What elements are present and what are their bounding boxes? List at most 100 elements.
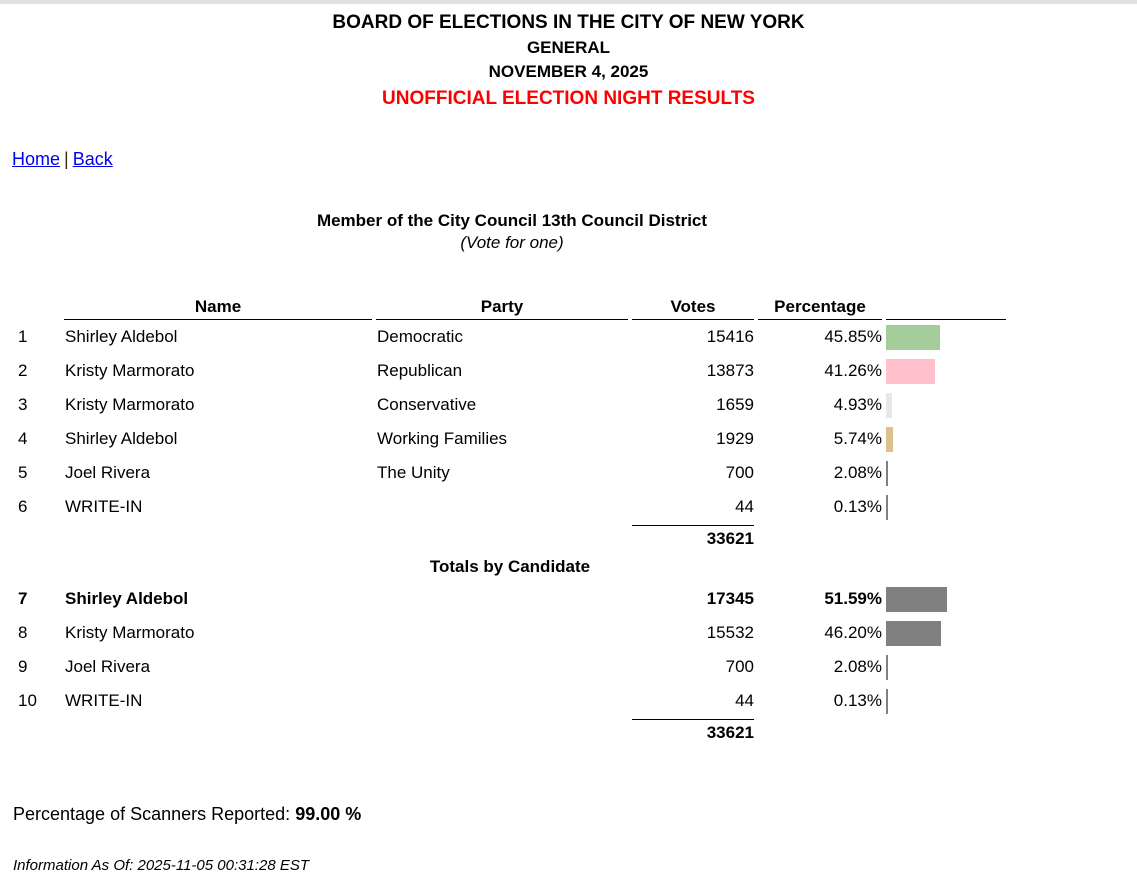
- nav-links: Home | Back: [12, 149, 1137, 170]
- cell-rank: 8: [18, 623, 28, 642]
- cell-name: Shirley Aldebol: [65, 589, 189, 608]
- cell-bar: [886, 688, 1006, 714]
- subtotal-row: 33621: [10, 524, 1010, 552]
- cell-name: Shirley Aldebol: [65, 429, 178, 448]
- vote-for-instruction: (Vote for one): [460, 233, 564, 252]
- result-bar: [886, 620, 941, 646]
- election-type: GENERAL: [526, 38, 611, 57]
- result-bar: [886, 426, 893, 452]
- table-row: 8 Kristy Marmorato 15532 46.20%: [10, 616, 1010, 650]
- cell-name: Kristy Marmorato: [65, 623, 195, 642]
- subtotal-votes: 33621: [632, 524, 754, 552]
- cell-bar: [886, 392, 1006, 418]
- cell-percentage: 46.20%: [824, 623, 882, 642]
- back-link[interactable]: Back: [72, 149, 113, 169]
- party-rows-section: 1 Shirley Aldebol Democratic 15416 45.85…: [10, 320, 1010, 524]
- scanners-reported-label: Percentage of Scanners Reported:: [13, 804, 296, 824]
- contest-header: Member of the City Council 13th Council …: [0, 210, 1024, 254]
- contest-title: Member of the City Council 13th Council …: [316, 211, 708, 230]
- cell-votes: 13873: [706, 361, 754, 380]
- result-bar: [886, 494, 888, 520]
- result-bar: [886, 392, 892, 418]
- table-row: 2 Kristy Marmorato Republican 13873 41.2…: [10, 354, 1010, 388]
- cell-rank: 4: [18, 429, 28, 448]
- cell-votes: 1659: [716, 395, 754, 414]
- column-header-percentage: Percentage: [758, 297, 882, 320]
- table-row: 5 Joel Rivera The Unity 700 2.08%: [10, 456, 1010, 490]
- cell-votes: 700: [725, 657, 754, 676]
- grand-total-votes: 33621: [632, 718, 754, 746]
- table-row: 3 Kristy Marmorato Conservative 1659 4.9…: [10, 388, 1010, 422]
- cell-percentage: 4.93%: [833, 395, 882, 414]
- cell-party: Republican: [377, 361, 463, 380]
- cell-name: Joel Rivera: [65, 463, 151, 482]
- cell-bar: [886, 324, 1006, 350]
- cell-rank: 3: [18, 395, 28, 414]
- cell-bar: [886, 620, 1006, 646]
- info-as-of: Information As Of: 2025-11-05 00:31:28 E…: [13, 857, 310, 874]
- cell-party: The Unity: [377, 463, 450, 482]
- cell-rank: 9: [18, 657, 28, 676]
- nav-separator: |: [64, 149, 69, 169]
- table-row: 9 Joel Rivera 700 2.08%: [10, 650, 1010, 684]
- cell-percentage: 2.08%: [833, 463, 882, 482]
- result-bar: [886, 358, 935, 384]
- unofficial-results-banner: UNOFFICIAL ELECTION NIGHT RESULTS: [382, 88, 755, 109]
- home-link[interactable]: Home: [12, 149, 61, 169]
- result-bar: [886, 586, 947, 612]
- cell-percentage: 45.85%: [824, 327, 882, 346]
- cell-votes: 1929: [716, 429, 754, 448]
- cell-party: Working Families: [377, 429, 508, 448]
- column-header-bar: [886, 317, 1006, 320]
- cell-bar: [886, 586, 1006, 612]
- cell-rank: 6: [18, 497, 28, 516]
- cell-rank: 7: [18, 589, 28, 608]
- cell-percentage: 0.13%: [833, 497, 882, 516]
- cell-percentage: 41.26%: [824, 361, 882, 380]
- board-title: BOARD OF ELECTIONS IN THE CITY OF NEW YO…: [332, 12, 805, 33]
- scanners-reported-value: 99.00 %: [295, 804, 362, 824]
- cell-bar: [886, 358, 1006, 384]
- cell-name: Joel Rivera: [65, 657, 151, 676]
- cell-name: WRITE-IN: [65, 691, 143, 710]
- cell-votes: 15532: [706, 623, 754, 642]
- result-bar: [886, 324, 941, 350]
- totals-by-candidate-label: Totals by Candidate: [429, 557, 591, 576]
- cell-votes: 17345: [706, 589, 754, 608]
- result-bar: [886, 688, 888, 714]
- table-row: 7 Shirley Aldebol 17345 51.59%: [10, 582, 1010, 616]
- table-row: 1 Shirley Aldebol Democratic 15416 45.85…: [10, 320, 1010, 354]
- cell-votes: 15416: [706, 327, 754, 346]
- column-header-votes: Votes: [632, 297, 754, 320]
- table-row: 6 WRITE-IN 44 0.13%: [10, 490, 1010, 524]
- column-header-party: Party: [376, 297, 628, 320]
- column-header-name: Name: [64, 297, 372, 320]
- scanners-reported-line: Percentage of Scanners Reported: 99.00 %: [13, 804, 1137, 825]
- cell-bar: [886, 494, 1006, 520]
- cell-percentage: 51.59%: [824, 589, 882, 608]
- cell-rank: 2: [18, 361, 28, 380]
- election-date: NOVEMBER 4, 2025: [488, 62, 649, 81]
- cell-percentage: 2.08%: [833, 657, 882, 676]
- table-row: 4 Shirley Aldebol Working Families 1929 …: [10, 422, 1010, 456]
- cell-bar: [886, 426, 1006, 452]
- cell-rank: 5: [18, 463, 28, 482]
- cell-party: Conservative: [377, 395, 477, 414]
- cell-rank: 1: [18, 327, 28, 346]
- cell-name: Shirley Aldebol: [65, 327, 178, 346]
- cell-votes: 44: [735, 691, 754, 710]
- grand-total-row: 33621: [10, 718, 1010, 746]
- cell-bar: [886, 460, 1006, 486]
- cell-rank: 10: [18, 691, 37, 710]
- table-row: 10 WRITE-IN 44 0.13%: [10, 684, 1010, 718]
- cell-name: Kristy Marmorato: [65, 361, 195, 380]
- candidate-totals-section: 7 Shirley Aldebol 17345 51.59% 8 Kristy …: [10, 582, 1010, 718]
- cell-percentage: 5.74%: [833, 429, 882, 448]
- cell-percentage: 0.13%: [833, 691, 882, 710]
- site-header: BOARD OF ELECTIONS IN THE CITY OF NEW YO…: [0, 10, 1137, 113]
- table-header-row: Name Party Votes Percentage: [10, 296, 1010, 320]
- cell-votes: 700: [725, 463, 754, 482]
- result-bar: [886, 654, 889, 680]
- cell-bar: [886, 654, 1006, 680]
